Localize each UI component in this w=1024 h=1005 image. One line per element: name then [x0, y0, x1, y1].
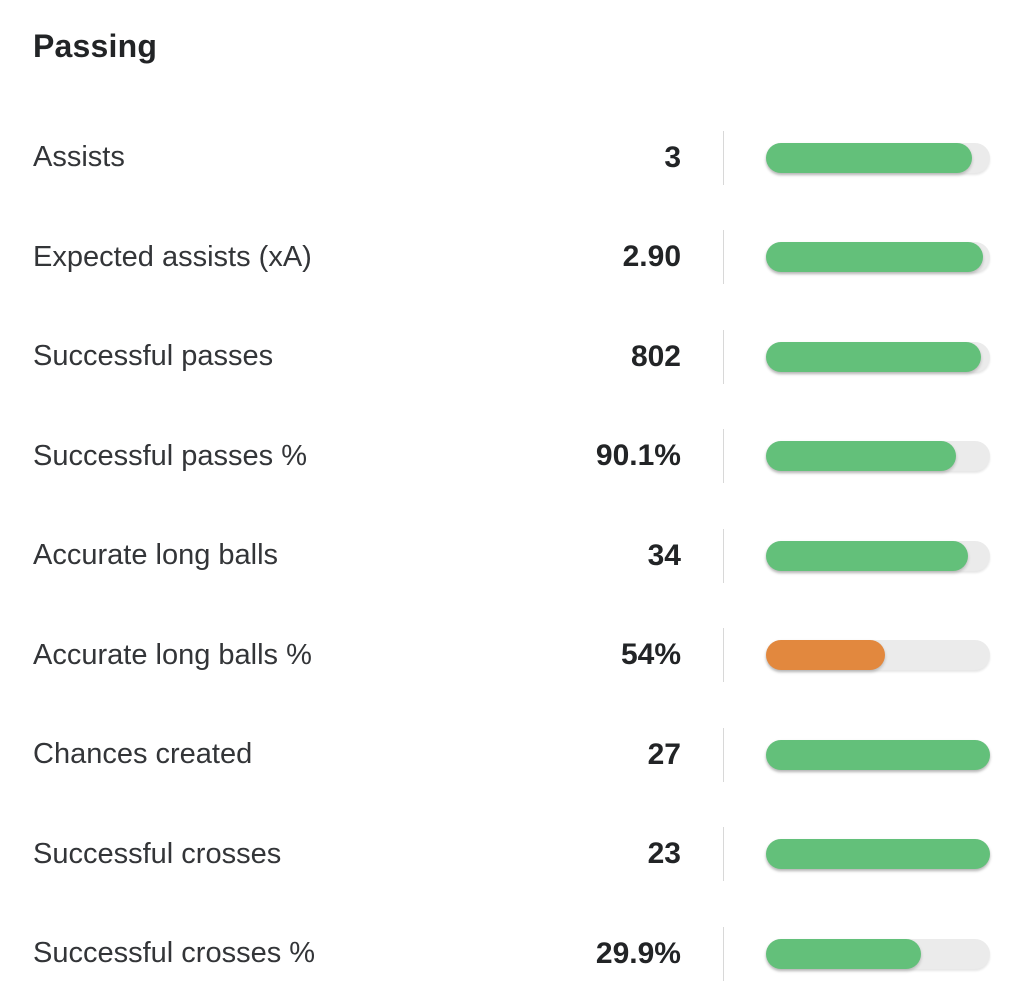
stat-label: Successful crosses %: [33, 937, 316, 970]
stat-value: 23: [647, 837, 681, 871]
row-divider: [723, 429, 724, 484]
stat-label: Accurate long balls %: [33, 638, 312, 671]
stat-bar-fill: [766, 938, 921, 969]
stat-value: 3: [664, 140, 681, 174]
stat-label: Expected assists (xA): [33, 240, 312, 273]
row-divider: [723, 727, 724, 782]
stat-bar-fill: [766, 441, 957, 472]
stat-row: Successful crosses 23: [0, 805, 1024, 905]
stat-bar-fill: [766, 540, 968, 571]
stat-value: 27: [647, 737, 681, 771]
stat-bar-fill: [766, 839, 990, 870]
stat-bar-track: [766, 242, 990, 273]
stat-bar-track: [766, 142, 990, 173]
stat-row: Expected assists (xA) 2.90: [0, 208, 1024, 308]
stat-label: Successful passes %: [33, 439, 308, 472]
stat-row: Successful crosses % 29.9%: [0, 904, 1024, 1004]
stat-value: 54%: [620, 638, 681, 672]
stat-row: Assists 3: [0, 108, 1024, 208]
stat-row: Successful passes 802: [0, 307, 1024, 407]
row-divider: [723, 628, 724, 683]
stat-value: 34: [647, 538, 681, 572]
stat-value: 2.90: [622, 240, 681, 274]
stat-bar-track: [766, 441, 990, 472]
row-divider: [723, 827, 724, 882]
stat-row: Accurate long balls % 54%: [0, 606, 1024, 706]
row-divider: [723, 926, 724, 981]
stat-label: Successful passes: [33, 340, 274, 373]
stat-bar-fill: [766, 242, 984, 273]
row-divider: [723, 329, 724, 384]
stat-bar-fill: [766, 739, 990, 770]
stat-bar-fill: [766, 142, 973, 173]
stat-bar-track: [766, 640, 990, 671]
section-title: Passing: [33, 28, 158, 64]
stat-bar-track: [766, 938, 990, 969]
stat-label: Assists: [33, 141, 125, 174]
stat-row: Successful passes % 90.1%: [0, 407, 1024, 507]
stat-label: Successful crosses: [33, 837, 282, 870]
stat-bar-fill: [766, 341, 982, 372]
stat-value: 802: [630, 339, 681, 373]
stat-value: 90.1%: [595, 439, 681, 473]
row-divider: [723, 130, 724, 185]
stat-value: 29.9%: [595, 936, 681, 970]
stat-bar-fill: [766, 640, 885, 671]
stat-label: Accurate long balls: [33, 539, 279, 572]
stat-row: Accurate long balls 34: [0, 506, 1024, 606]
stat-bar-track: [766, 341, 990, 372]
row-divider: [723, 230, 724, 285]
stat-label: Chances created: [33, 738, 253, 771]
stat-bar-track: [766, 739, 990, 770]
stat-bar-track: [766, 540, 990, 571]
row-divider: [723, 528, 724, 583]
stat-row: Chances created 27: [0, 705, 1024, 805]
stat-bar-track: [766, 839, 990, 870]
stat-rows-container: Assists 3 Expected assists (xA) 2.90 Suc…: [0, 108, 1024, 1004]
